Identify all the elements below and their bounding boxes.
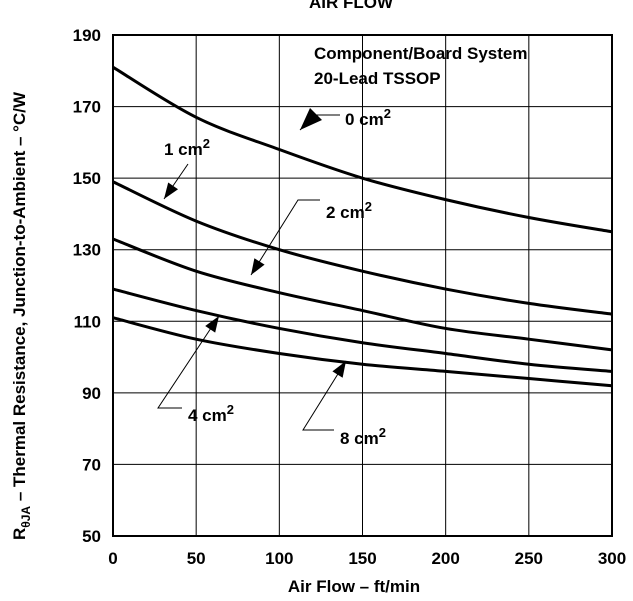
series-label-superscript: 2	[384, 106, 391, 121]
annotation-line-1: Component/Board System	[314, 44, 527, 63]
plot-frame	[112, 34, 613, 537]
y-axis-label: RθJA – Thermal Resistance, Junction-to-A…	[10, 91, 33, 540]
series-label-2: 2 cm2	[326, 199, 372, 222]
chart-title: AIR FLOW	[309, 0, 394, 12]
series-line-0	[112, 65, 613, 234]
leader-line-3	[157, 315, 220, 409]
y-tick-label: 170	[73, 98, 101, 117]
x-tick-label: 250	[515, 549, 543, 568]
x-tick-labels: 0 50 100 150 200 250 300	[108, 549, 626, 568]
x-tick-label: 0	[108, 549, 117, 568]
series-label-text: 8 cm	[340, 429, 379, 448]
series-label-1: 1 cm2	[164, 136, 210, 159]
x-tick-label: 300	[598, 549, 626, 568]
series-label-text: 1 cm	[164, 140, 203, 159]
series-label-text: 2 cm	[326, 203, 365, 222]
x-tick-label: 150	[348, 549, 376, 568]
y-axis-label-sub: θJA	[19, 506, 33, 528]
y-tick-label: 190	[73, 26, 101, 45]
series-label-superscript: 2	[227, 402, 234, 417]
x-tick-label: 100	[265, 549, 293, 568]
leader-line-4	[302, 360, 347, 431]
series-label-superscript: 2	[365, 199, 372, 214]
series-label-text: 4 cm	[188, 406, 227, 425]
series-label-superscript: 2	[203, 136, 210, 151]
y-tick-labels: 50 70 90 110 130 150 170 190	[73, 26, 101, 546]
y-tick-label: 130	[73, 241, 101, 260]
series-line-2	[112, 237, 613, 352]
y-tick-label: 90	[82, 384, 101, 403]
x-axis-label: Air Flow – ft/min	[288, 577, 420, 596]
series-label-superscript: 2	[379, 425, 386, 440]
x-tick-label: 200	[431, 549, 459, 568]
leader-arrowhead-2	[251, 258, 265, 275]
series-label-text: 0 cm	[345, 110, 384, 129]
y-tick-label: 150	[73, 169, 101, 188]
label-leaders	[157, 108, 347, 431]
y-axis-label-rest: – Thermal Resistance, Junction-to-Ambien…	[10, 91, 29, 506]
leader-arrowhead-0	[300, 108, 322, 130]
series-label-3: 4 cm2	[188, 402, 234, 425]
series-label-0: 0 cm2	[345, 106, 391, 129]
series-line-1	[112, 180, 613, 316]
x-tick-label: 50	[187, 549, 206, 568]
leader-arrowhead-4	[332, 361, 346, 378]
y-axis-label-main: R	[10, 528, 29, 540]
series-line-3	[112, 287, 613, 373]
series-label-4: 8 cm2	[340, 425, 386, 448]
leader-arrowhead-3	[205, 316, 219, 333]
leader-arrowhead-1	[164, 182, 179, 199]
annotation-line-2: 20-Lead TSSOP	[314, 69, 441, 88]
series-line-4	[112, 316, 613, 388]
y-tick-label: 110	[74, 312, 101, 331]
leader-line-2	[250, 199, 320, 276]
y-tick-label: 50	[82, 527, 101, 546]
curves	[112, 65, 613, 388]
y-tick-label: 70	[82, 455, 101, 474]
